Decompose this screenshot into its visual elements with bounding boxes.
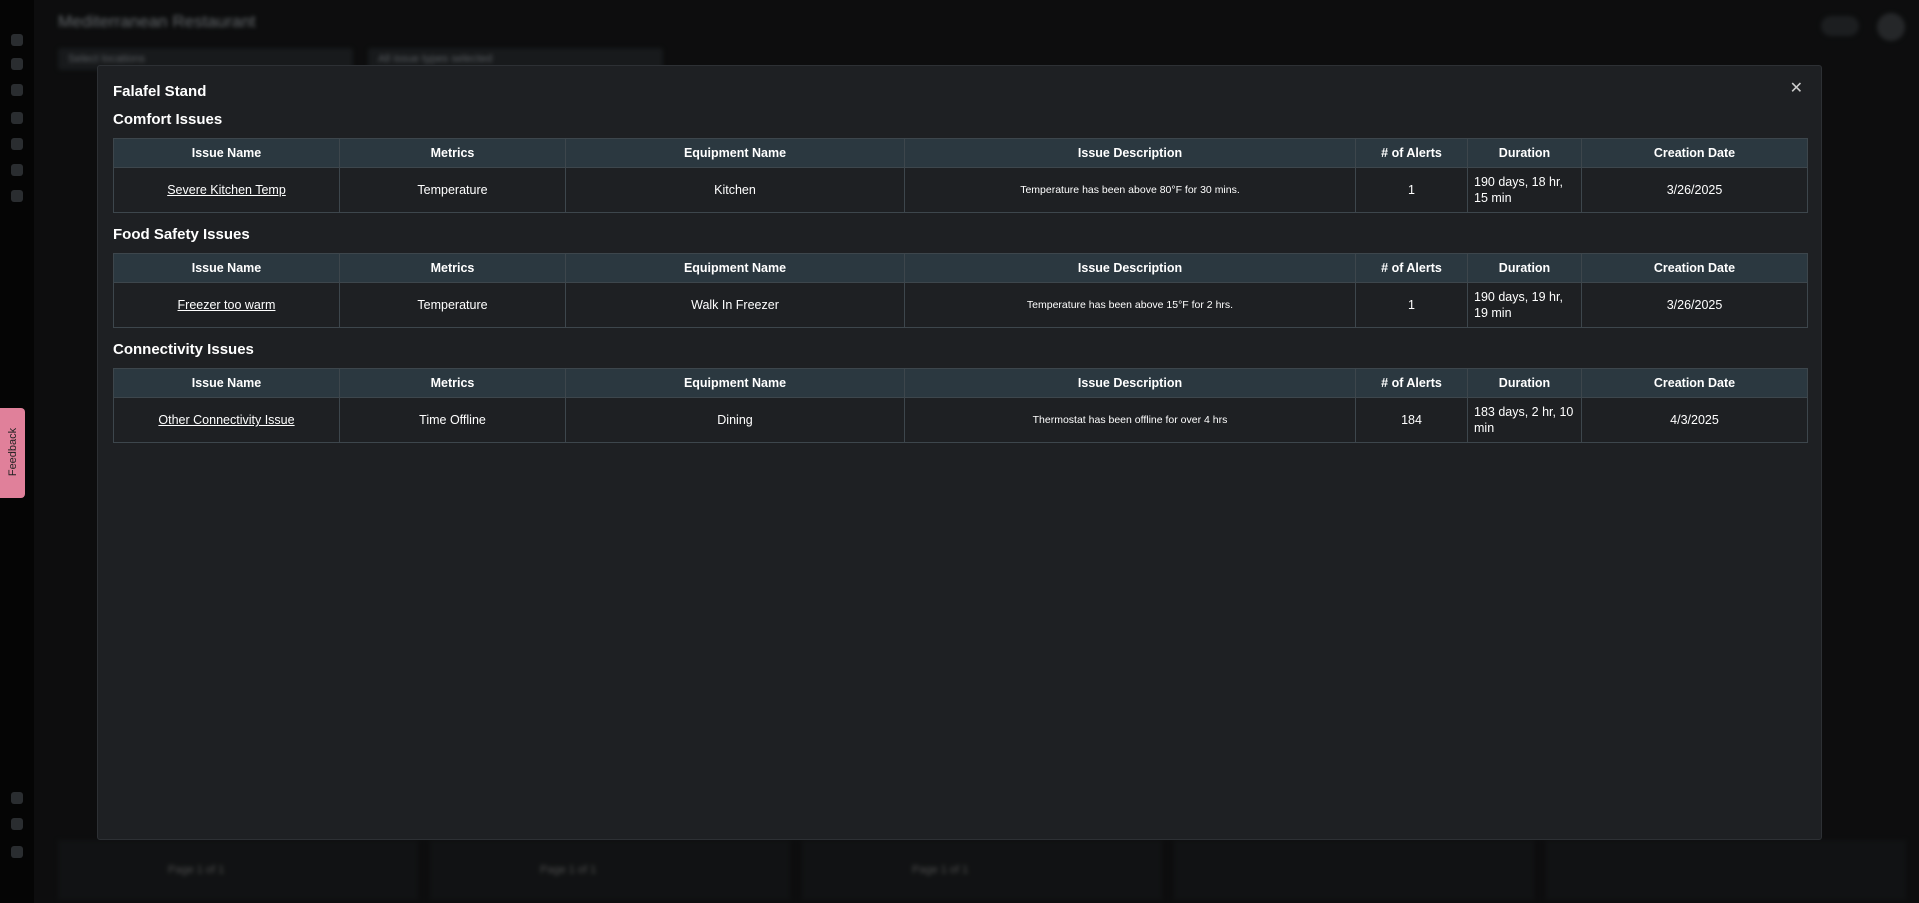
column-header: Duration xyxy=(1467,368,1582,398)
cell: Kitchen xyxy=(565,167,905,213)
column-header: Creation Date xyxy=(1581,138,1808,168)
nav-icon[interactable] xyxy=(11,138,23,150)
cell: 1 xyxy=(1355,282,1468,328)
nav-icon[interactable] xyxy=(11,84,23,96)
column-header: Equipment Name xyxy=(565,368,905,398)
column-header: Duration xyxy=(1467,138,1582,168)
cell: Dining xyxy=(565,397,905,443)
cell: 184 xyxy=(1355,397,1468,443)
card-footer xyxy=(1546,840,1906,900)
nav-icon[interactable] xyxy=(11,190,23,202)
nav-icon[interactable] xyxy=(11,792,23,804)
header-row: Issue Name Metrics Equipment Name Issue Des… xyxy=(113,253,1808,283)
cell: Other Connectivity Issue xyxy=(113,397,340,443)
column-header: Issue Description xyxy=(904,138,1356,168)
column-header: Metrics xyxy=(339,368,566,398)
cell: 1 xyxy=(1355,167,1468,213)
issue-link[interactable]: Freezer too warm xyxy=(177,298,276,312)
pagination-label: Page 1 of 1 xyxy=(912,864,969,876)
cell: 190 days, 19 hr, 19 min xyxy=(1467,282,1582,328)
column-header: Metrics xyxy=(339,253,566,283)
cell: 183 days, 2 hr, 10 min xyxy=(1467,397,1582,443)
cell: Temperature xyxy=(339,167,566,213)
cell: Time Offline xyxy=(339,397,566,443)
column-header: # of Alerts xyxy=(1355,368,1468,398)
column-header: Duration xyxy=(1467,253,1582,283)
cell: 3/26/2025 xyxy=(1581,282,1808,328)
column-header: # of Alerts xyxy=(1355,138,1468,168)
column-header: Equipment Name xyxy=(565,253,905,283)
modal: Falafel Stand ✕ Comfort Issues Issue Name… xyxy=(97,65,1822,840)
cell: 3/26/2025 xyxy=(1581,167,1808,213)
issue-type-select[interactable]: All issue types selected xyxy=(368,48,663,70)
cell: Temperature has been above 80°F for 30 m… xyxy=(904,167,1356,213)
header-row: Issue Name Metrics Equipment Name Issue Des… xyxy=(113,368,1808,398)
card-footer: Page 1 of 1 xyxy=(58,840,418,900)
cell: Temperature xyxy=(339,282,566,328)
column-header: Metrics xyxy=(339,138,566,168)
modal-title: Falafel Stand xyxy=(113,83,207,100)
cell: Severe Kitchen Temp xyxy=(113,167,340,213)
background-page: Mediterranean Restaurant Select location… xyxy=(34,0,1919,903)
cell: Walk In Freezer xyxy=(565,282,905,328)
column-header: Equipment Name xyxy=(565,138,905,168)
location-select[interactable]: Select locations xyxy=(58,48,353,70)
table-row: Other Connectivity Issue Time Offline Dini… xyxy=(113,397,1808,443)
section-title: Food Safety Issues xyxy=(113,226,250,243)
table-row: Severe Kitchen Temp Temperature Kitchen Tem… xyxy=(113,167,1808,213)
cell: Freezer too warm xyxy=(113,282,340,328)
nav-icon[interactable] xyxy=(11,34,23,46)
cell: Temperature has been above 15°F for 2 hr… xyxy=(904,282,1356,328)
cell: 190 days, 18 hr, 15 min xyxy=(1467,167,1582,213)
column-header: # of Alerts xyxy=(1355,253,1468,283)
nav-icon[interactable] xyxy=(11,818,23,830)
section-title: Connectivity Issues xyxy=(113,341,254,358)
column-header: Issue Name xyxy=(113,368,340,398)
card-footer xyxy=(1174,840,1534,900)
cell: 4/3/2025 xyxy=(1581,397,1808,443)
nav-icon[interactable] xyxy=(11,846,23,858)
cell: Thermostat has been offline for over 4 h… xyxy=(904,397,1356,443)
table-row: Freezer too warm Temperature Walk In Freez… xyxy=(113,282,1808,328)
card-footer: Page 1 of 1 xyxy=(802,840,1162,900)
pagination-label: Page 1 of 1 xyxy=(168,864,225,876)
issues-table: Issue Name Metrics Equipment Name Issue Des… xyxy=(113,253,1808,328)
column-header: Issue Description xyxy=(904,253,1356,283)
pagination-label: Page 1 of 1 xyxy=(540,864,597,876)
column-header: Creation Date xyxy=(1581,253,1808,283)
issue-link[interactable]: Other Connectivity Issue xyxy=(158,413,295,427)
section-title: Comfort Issues xyxy=(113,111,223,128)
card-footer: Page 1 of 1 xyxy=(430,840,790,900)
nav-icon[interactable] xyxy=(11,164,23,176)
column-header: Issue Description xyxy=(904,368,1356,398)
issues-table: Issue Name Metrics Equipment Name Issue Des… xyxy=(113,138,1808,213)
column-header: Creation Date xyxy=(1581,368,1808,398)
theme-toggle[interactable] xyxy=(1821,16,1859,36)
page-title: Mediterranean Restaurant xyxy=(58,12,256,31)
column-header: Issue Name xyxy=(113,138,340,168)
avatar[interactable] xyxy=(1877,13,1905,41)
issues-table: Issue Name Metrics Equipment Name Issue Des… xyxy=(113,368,1808,443)
nav-icon[interactable] xyxy=(11,112,23,124)
column-header: Issue Name xyxy=(113,253,340,283)
close-button[interactable]: ✕ xyxy=(1789,80,1803,97)
feedback-label: Feedback xyxy=(7,427,19,477)
header-row: Issue Name Metrics Equipment Name Issue Des… xyxy=(113,138,1808,168)
feedback-button[interactable]: Feedback xyxy=(0,408,25,498)
nav-icon[interactable] xyxy=(11,58,23,70)
issue-link[interactable]: Severe Kitchen Temp xyxy=(167,183,286,197)
